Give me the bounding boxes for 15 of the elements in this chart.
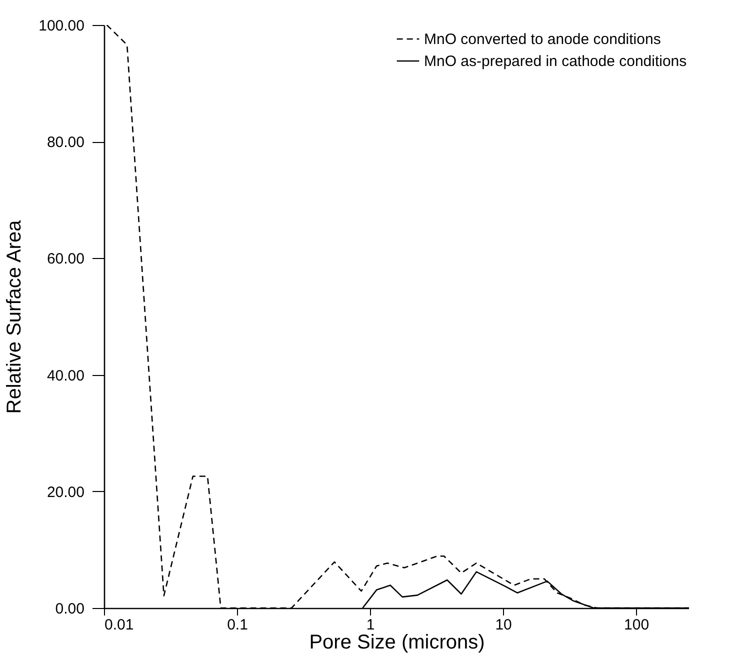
- x-tick-label: 1: [366, 616, 375, 634]
- y-tick-label: 0.00: [55, 600, 84, 618]
- legend-label: MnO as-prepared in cathode conditions: [424, 53, 687, 70]
- x-tick-label: 0.01: [104, 616, 134, 634]
- y-tick-label: 60.00: [46, 250, 84, 268]
- y-tick-label: 20.00: [46, 484, 84, 501]
- legend-label: MnO converted to anode conditions: [424, 31, 661, 48]
- x-tick-label: 100: [624, 616, 650, 634]
- y-tick-label: 80.00: [46, 134, 84, 152]
- y-axis-title: Relative Surface Area: [4, 219, 26, 414]
- x-tick-label: 0.1: [227, 616, 248, 634]
- y-tick-label: 100.00: [38, 18, 84, 34]
- x-axis-title: Pore Size (microns): [309, 632, 485, 654]
- x-tick-label: 10: [495, 616, 512, 634]
- y-tick-label: 40.00: [46, 367, 84, 384]
